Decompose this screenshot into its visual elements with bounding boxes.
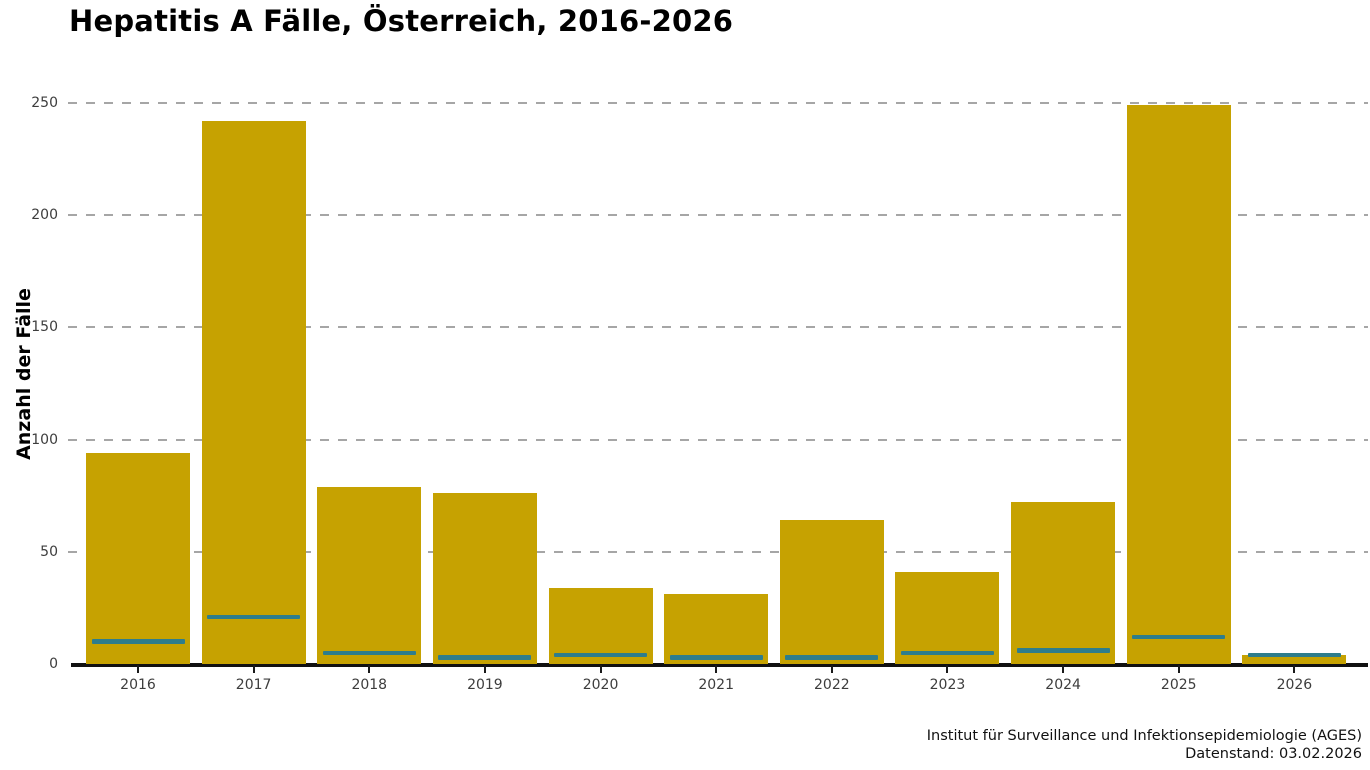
x-tick bbox=[1177, 665, 1180, 673]
marker-2016 bbox=[91, 639, 185, 644]
bar-2020 bbox=[548, 587, 653, 664]
x-tick bbox=[599, 665, 602, 673]
marker-2021 bbox=[669, 655, 763, 660]
y-tick-label: 100 bbox=[31, 431, 58, 448]
x-tick-label: 2016 bbox=[120, 677, 156, 693]
marker-2017 bbox=[207, 614, 301, 620]
x-tick-label: 2024 bbox=[1045, 677, 1081, 693]
marker-2020 bbox=[554, 652, 648, 658]
chart-title: Hepatitis A Fälle, Österreich, 2016-2026 bbox=[69, 4, 734, 38]
bar-2016 bbox=[86, 453, 190, 664]
x-tick bbox=[830, 665, 833, 673]
source-line: Institut für Surveillance und Infektions… bbox=[926, 727, 1362, 744]
gridline bbox=[68, 438, 1368, 441]
y-tick-label: 200 bbox=[31, 207, 58, 224]
x-tick-label: 2018 bbox=[351, 677, 388, 693]
bar-2018 bbox=[317, 486, 422, 664]
y-tick-label: 0 bbox=[49, 656, 58, 672]
y-tick-label: 50 bbox=[40, 543, 58, 560]
marker-2022 bbox=[785, 655, 879, 660]
bar-2023 bbox=[895, 572, 1000, 664]
x-tick bbox=[252, 665, 255, 673]
x-tick-label: 2023 bbox=[929, 677, 966, 693]
marker-2019 bbox=[438, 655, 532, 660]
bar-2026 bbox=[1242, 655, 1347, 664]
x-tick-label: 2019 bbox=[467, 677, 503, 693]
source-attribution: Institut für Surveillance und Infektions… bbox=[927, 727, 1362, 764]
marker-2024 bbox=[1016, 648, 1110, 653]
x-tick bbox=[1062, 665, 1065, 673]
x-tick bbox=[715, 665, 718, 673]
x-tick-label: 2021 bbox=[698, 677, 734, 693]
bar-2024 bbox=[1011, 502, 1116, 664]
x-tick bbox=[483, 665, 486, 673]
x-tick bbox=[946, 665, 949, 673]
datestamp-line: Datenstand: 03.02.2026 bbox=[1185, 746, 1362, 763]
gridline bbox=[68, 326, 1368, 329]
bar-2019 bbox=[432, 493, 537, 664]
bar-2021 bbox=[664, 594, 769, 664]
bar-2025 bbox=[1126, 105, 1231, 664]
marker-2023 bbox=[900, 650, 994, 656]
x-tick-label: 2022 bbox=[814, 677, 850, 693]
x-tick-label: 2026 bbox=[1276, 677, 1313, 693]
marker-2025 bbox=[1132, 634, 1226, 640]
gridline bbox=[68, 101, 1368, 104]
x-tick bbox=[137, 665, 139, 673]
gridline bbox=[68, 214, 1368, 217]
marker-2018 bbox=[322, 650, 416, 656]
bar-2017 bbox=[201, 120, 306, 664]
x-tick bbox=[1293, 665, 1296, 673]
y-tick-label: 150 bbox=[31, 319, 58, 336]
plot-area: 0 50 100 150 200 250 2016 2017 2018 2019 2020 2021 2… bbox=[31, 85, 1368, 693]
x-tick-label: 2020 bbox=[582, 677, 619, 693]
bar-2022 bbox=[779, 520, 884, 664]
y-tick-label: 250 bbox=[31, 94, 58, 111]
marker-2026 bbox=[1247, 652, 1341, 658]
x-axis-line bbox=[71, 663, 1368, 667]
x-tick-label: 2017 bbox=[235, 677, 272, 693]
x-tick-label: 2025 bbox=[1160, 677, 1197, 693]
x-tick bbox=[368, 665, 371, 673]
gridline bbox=[68, 550, 1368, 553]
